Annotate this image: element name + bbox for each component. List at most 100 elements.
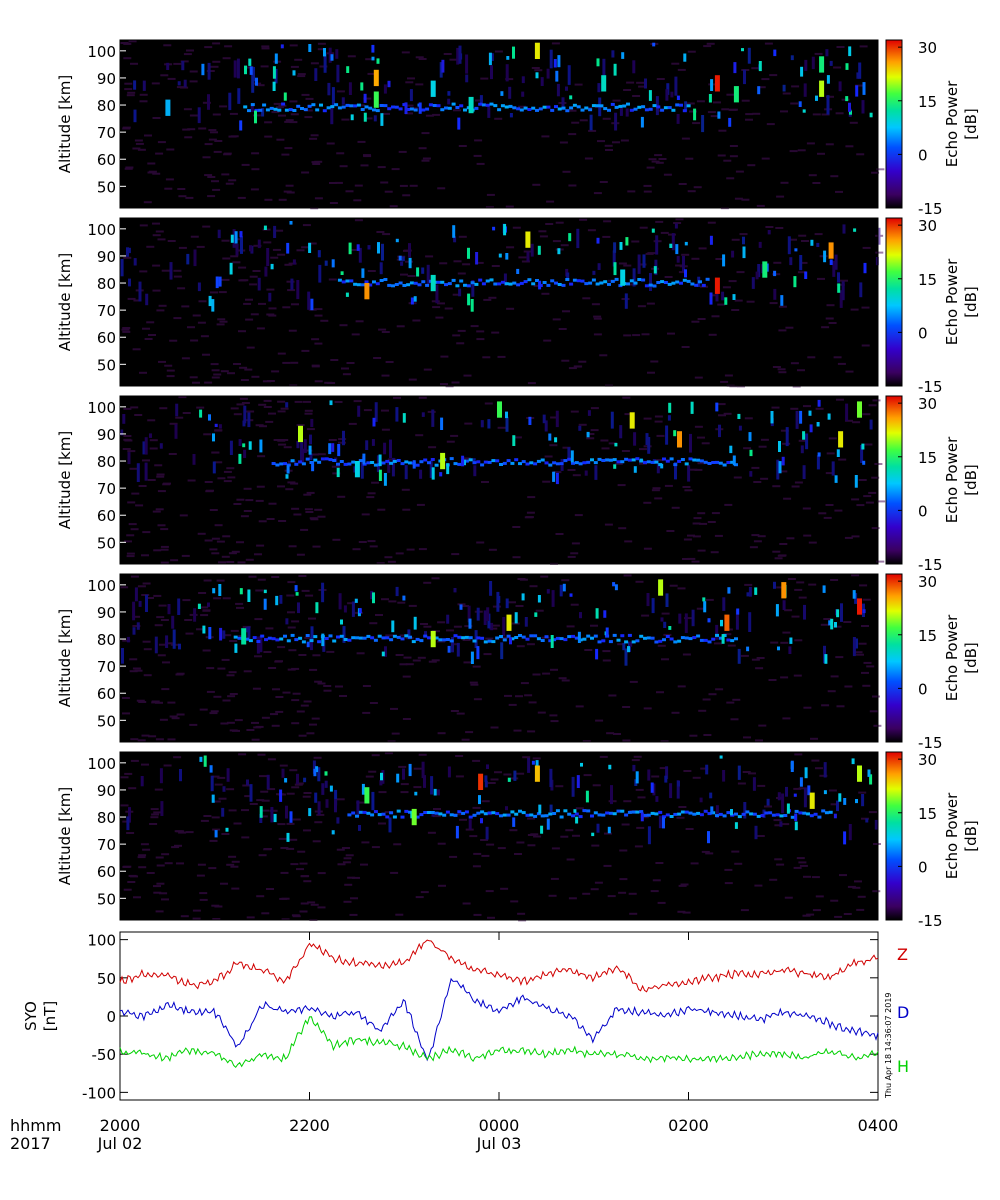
sporadic-echo <box>413 616 417 630</box>
sporadic-echo <box>668 402 672 413</box>
echo-layer-cell <box>734 463 738 467</box>
sporadic-echo <box>208 414 211 421</box>
sporadic-echo <box>573 809 577 813</box>
echo-layer-cell <box>660 280 665 284</box>
sporadic-echo <box>506 56 510 60</box>
echo-layer-cell <box>258 108 263 112</box>
sporadic-echo <box>199 409 203 418</box>
echo-layer-cell <box>694 283 699 287</box>
strong-echo <box>733 86 739 103</box>
echo-layer-cell <box>612 458 617 462</box>
echo-layer-cell <box>523 106 528 110</box>
sporadic-echo <box>372 592 375 604</box>
sporadic-echo <box>614 442 618 447</box>
echo-layer-cell <box>559 462 564 466</box>
echo-layer-cell <box>317 460 322 464</box>
echo-panel-2: 50 60 70 80 90 100 Altitude [km] 30 15 0 -15 Echo P… <box>56 217 980 396</box>
echo-layer-cell <box>701 283 706 287</box>
strong-echo <box>430 80 436 97</box>
sporadic-echo <box>535 72 539 79</box>
sporadic-echo <box>575 816 579 824</box>
sporadic-echo <box>848 102 851 112</box>
echo-layer-cell <box>669 637 674 641</box>
echo-layer-cell <box>301 640 306 644</box>
y-tick-label: 100 <box>87 755 116 773</box>
echo-layer-cell <box>379 104 384 107</box>
echo-layer-cell <box>453 462 458 466</box>
sporadic-echo <box>684 241 688 246</box>
sporadic-echo <box>414 791 418 796</box>
sporadic-echo <box>467 247 470 259</box>
echo-layer-cell <box>590 636 594 640</box>
sporadic-echo <box>851 758 855 765</box>
echo-layer-cell <box>699 638 704 642</box>
colorbar-tick-label: 0 <box>918 858 928 876</box>
sporadic-echo <box>728 117 732 127</box>
echo-layer-cell <box>707 462 712 465</box>
echo-panel-4: 50 60 70 80 90 100 Altitude [km] 30 15 0 -15 Echo P… <box>56 573 980 752</box>
series-label-D: D <box>897 1003 909 1022</box>
echo-layer-cell <box>260 634 265 638</box>
echo-layer-cell <box>525 462 530 466</box>
echo-layer-cell <box>298 460 303 464</box>
sporadic-echo <box>836 609 840 618</box>
sporadic-echo <box>826 75 830 84</box>
echo-layer-cell <box>362 810 367 814</box>
sporadic-echo <box>833 813 837 819</box>
echo-layer-cell <box>493 104 498 108</box>
echo-layer-cell <box>447 106 452 110</box>
echo-layer-cell <box>567 812 572 816</box>
sporadic-echo <box>199 756 203 762</box>
series-line-H <box>119 1016 879 1069</box>
echo-layer-cell <box>644 284 649 288</box>
sporadic-echo <box>721 634 725 644</box>
echo-layer-cell <box>646 460 651 464</box>
sporadic-echo <box>412 460 416 469</box>
echo-layer-cell <box>688 811 693 815</box>
sporadic-echo <box>270 263 274 270</box>
sporadic-echo <box>360 82 364 91</box>
echo-layer-cell <box>487 460 492 464</box>
sporadic-echo <box>273 813 277 823</box>
echo-layer-cell <box>576 279 581 283</box>
y-tick-label: 90 <box>97 248 116 266</box>
sporadic-echo <box>733 62 737 74</box>
sporadic-echo <box>505 411 508 419</box>
echo-layer-cell <box>406 283 411 287</box>
echo-layer-cell <box>499 635 503 638</box>
echo-layer-cell <box>673 812 678 816</box>
echo-layer <box>197 579 866 664</box>
echo-layer-cell <box>483 640 488 644</box>
echo-layer-cell <box>667 106 672 110</box>
echo-layer-cell <box>612 633 617 637</box>
echo-layer-cell <box>610 279 615 283</box>
sporadic-echo <box>439 472 443 477</box>
echo-layer-cell <box>656 281 661 284</box>
strong-echo <box>497 401 502 418</box>
sporadic-echo <box>498 253 502 258</box>
echo-layer-cell <box>601 813 606 817</box>
echo-layer-cell <box>639 634 644 638</box>
echo-layer-cell <box>444 283 448 287</box>
echo-layer-cell <box>277 108 282 112</box>
sporadic-echo <box>239 120 243 131</box>
sporadic-echo <box>546 818 550 830</box>
sporadic-echo <box>402 413 406 423</box>
sporadic-echo <box>248 441 252 450</box>
echo-layer-cell <box>491 640 496 644</box>
y-tick-label: 50 <box>97 712 116 730</box>
sporadic-echo <box>613 63 617 76</box>
echo-layer-cell <box>339 460 344 463</box>
sporadic-echo <box>569 593 573 597</box>
echo-layer-cell <box>392 634 397 638</box>
sporadic-echo <box>843 831 847 845</box>
sporadic-echo <box>441 59 445 73</box>
sporadic-echo <box>387 80 391 88</box>
sporadic-echo <box>254 110 257 124</box>
y-tick-label: 80 <box>97 275 116 293</box>
sporadic-echo <box>722 254 726 267</box>
echo-layer-cell <box>440 108 445 112</box>
echo-layer-cell <box>485 103 490 107</box>
sporadic-echo <box>798 101 802 107</box>
sporadic-echo <box>648 90 652 101</box>
